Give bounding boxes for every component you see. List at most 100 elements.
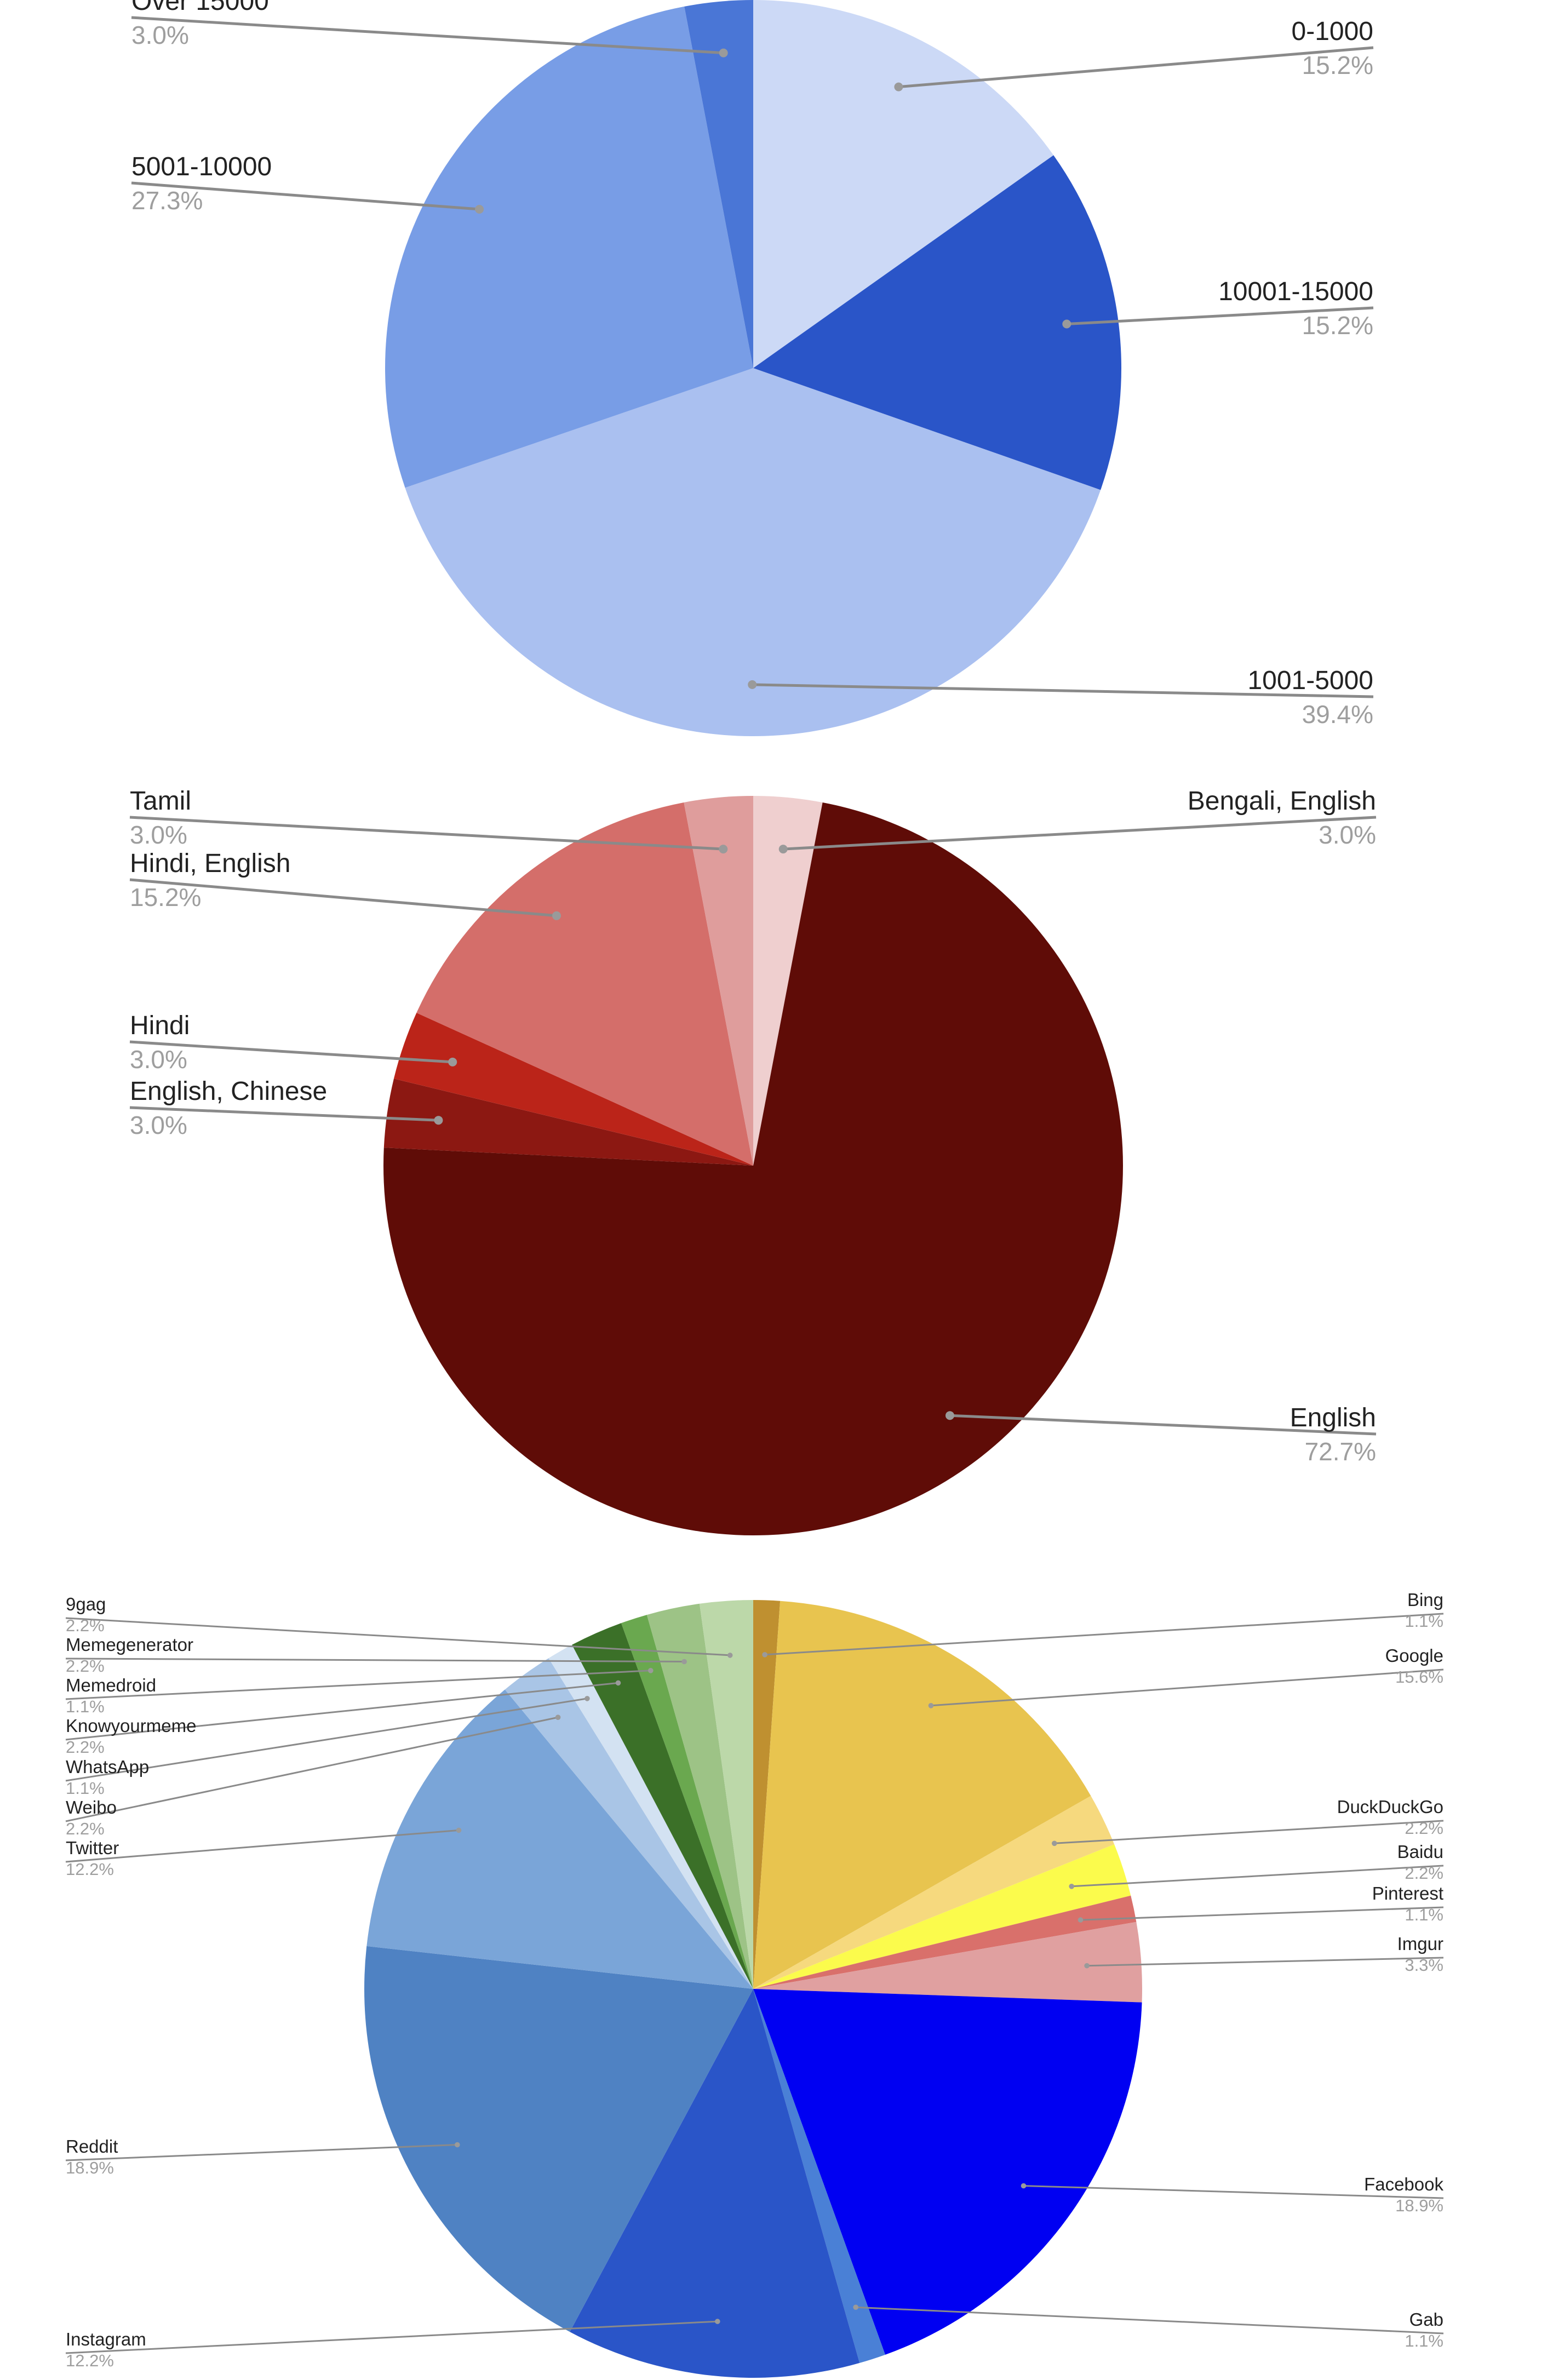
pie-slice-imgur [753,1922,1142,2003]
slice-percent-weibo: 2.2% [66,1819,105,1838]
slice-percent-google: 15.6% [1395,1667,1443,1687]
slice-label-1001-5000: 1001-5000 [1247,666,1373,695]
leader-dot-0-1000 [894,82,903,91]
leader-line-reddit [65,2144,457,2161]
slice-percent-0-1000: 15.2% [1302,51,1373,79]
pie-slice-weibo [505,1658,753,1989]
leader-dot-weibo [555,1714,561,1720]
leader-line-instagram [65,2320,718,2354]
slice-percent-memedroid: 1.1% [66,1697,105,1716]
slice-label-hindi: Hindi [130,1011,190,1040]
pie-slice-google [753,1601,1091,1989]
slice-percent-hindi-english: 15.2% [130,883,201,911]
leader-line-9gag [65,1617,730,1656]
leader-dot-instagram [715,2319,720,2324]
pie-labels: Bengali, English 3.0% English 72.7% English,… [129,787,1377,1466]
leader-dot-knowyourmeme [615,1680,621,1686]
slice-label-english: English [1290,1403,1376,1432]
leader-line-english [949,1414,1377,1436]
slice-label-whatsapp: WhatsApp [66,1757,149,1777]
slice-label-tamil: Tamil [130,787,191,816]
pie-slices [383,796,1123,1535]
slice-label-knowyourmeme: Knowyourmeme [66,1716,196,1736]
leader-dot-9gag [727,1653,733,1658]
pie-slice-10001-15000 [753,155,1122,490]
leader-line-whatsapp [65,1697,588,1782]
pie-slice-knowyourmeme [572,1623,753,1989]
slice-percent-10001-15000: 15.2% [1302,311,1373,340]
leader-line-5001-10000 [131,181,480,211]
pie-slice-english-chinese [383,1079,753,1166]
pie-slice-hindi [393,1013,753,1166]
pie-slice-gab [753,1989,885,2363]
pie-slice-twitter [366,1689,753,1989]
slice-label-bing: Bing [1407,1590,1443,1610]
slice-percent-english: 72.7% [1305,1437,1376,1466]
pie-slices [364,1600,1142,2378]
pie-slices [385,0,1122,737]
pie-slice-1001-5000 [405,368,1101,737]
leader-line-baidu [1071,1865,1444,1888]
slice-percent-twitter: 12.2% [66,1860,114,1879]
pie-slice-0-1000 [753,0,1054,368]
slice-percent-1001-5000: 39.4% [1302,700,1373,729]
slice-label-imgur: Imgur [1397,1934,1443,1954]
slice-label-5001-10000: 5001-10000 [131,152,272,181]
leader-line-imgur [1087,1957,1444,1967]
leader-line-10001-15000 [1067,306,1374,325]
slice-label-memegenerator: Memegenerator [66,1635,193,1655]
leader-dot-5001-10000 [475,205,484,214]
leader-line-pinterest [1080,1906,1444,1921]
pie-slice-over-15000 [684,0,753,368]
leader-dot-over-15000 [719,48,728,58]
leader-dot-whatsapp [584,1696,590,1701]
leader-dot-memegenerator [681,1659,687,1665]
leader-dot-google [928,1703,934,1708]
pie-chart-languages: Bengali, English 3.0% English 72.7% English,… [129,787,1377,1535]
slice-percent-instagram: 12.2% [66,2351,114,2370]
pie-slice-reddit [364,1946,753,2332]
pie-slice-9gag [699,1600,753,1989]
leader-line-english-chinese [129,1106,439,1122]
leader-line-0-1000 [898,46,1374,89]
leader-line-over-15000 [131,16,724,55]
slice-percent-bengali-english: 3.0% [1319,821,1376,849]
leader-dot-duckduckgo [1052,1840,1057,1846]
slice-label-0-1000: 0-1000 [1292,17,1373,46]
leader-dot-baidu [1069,1884,1074,1889]
pie-slice-facebook [753,1989,1142,2355]
slice-label-duckduckgo: DuckDuckGo [1337,1797,1443,1817]
slice-percent-pinterest: 1.1% [1405,1905,1443,1924]
slice-label-google: Google [1385,1645,1443,1666]
pie-slice-hindi-english [416,802,753,1166]
pie-labels: 0-1000 15.2% 10001-15000 15.2% 1001-5000 39.4… [131,0,1374,729]
leader-dot-tamil [719,845,728,854]
pie-slice-tamil [684,796,753,1166]
pie-slice-pinterest [753,1895,1137,1989]
leader-dot-bengali-english [778,845,788,854]
slice-percent-imgur: 3.3% [1405,1955,1443,1975]
pie-slice-bengali-english [753,796,823,1166]
pie-labels: Bing1.1%Google15.6%DuckDuckGo2.2%Baidu2.… [65,1590,1444,2370]
slice-label-english-chinese: English, Chinese [130,1077,327,1106]
slice-label-over-15000: Over 15000 [131,0,269,16]
pie-chart-post-count: 0-1000 15.2% 10001-15000 15.2% 1001-5000 39.4… [131,0,1374,737]
slice-percent-hindi: 3.0% [130,1045,187,1074]
slice-percent-english-chinese: 3.0% [130,1111,187,1139]
leader-line-duckduckgo [1054,1820,1444,1844]
leader-line-hindi-english [129,878,557,917]
leader-line-weibo [65,1716,558,1822]
pie-slice-duckduckgo [753,1796,1115,1989]
slice-label-baidu: Baidu [1397,1842,1443,1862]
pie-slice-whatsapp [548,1644,753,1989]
slice-label-memedroid: Memedroid [66,1675,156,1695]
leader-line-memedroid [65,1670,651,1700]
leader-dot-10001-15000 [1062,319,1071,329]
slice-percent-baidu: 2.2% [1405,1863,1443,1883]
leader-line-tamil [129,816,724,851]
leader-line-twitter [65,1829,459,1863]
leader-dot-reddit [455,2142,460,2148]
leader-dot-english-chinese [434,1116,443,1125]
leader-dot-bing [762,1652,767,1658]
